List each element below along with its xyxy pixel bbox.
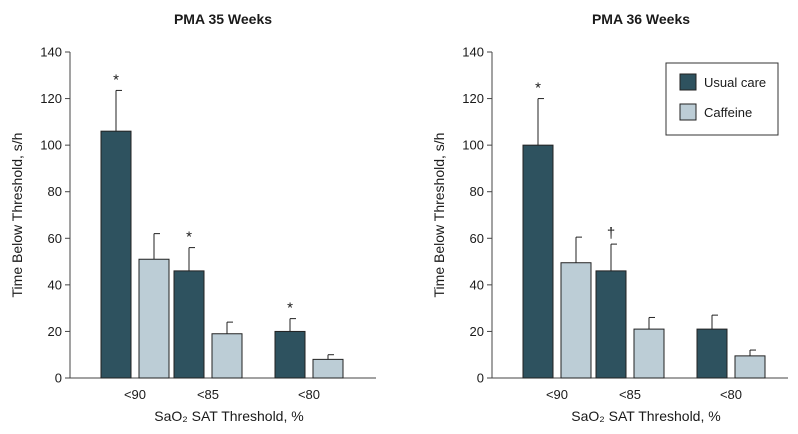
y-tick-label: 0: [55, 371, 62, 386]
y-axis-label: Time Below Threshold, s/h: [9, 133, 25, 298]
x-tick-label: <90: [546, 387, 568, 402]
bar-group-2: *: [274, 300, 344, 379]
bar-caffeine: [211, 333, 243, 379]
y-tick-label: 40: [48, 277, 62, 292]
legend-label: Caffeine: [704, 105, 752, 120]
x-tick-label: <90: [124, 387, 146, 402]
x-tick-label: <85: [197, 387, 219, 402]
x-tick-label: <80: [720, 387, 742, 402]
x-axis-label: SaO₂ SAT Threshold, %: [571, 408, 720, 424]
y-tick-label: 140: [462, 45, 484, 60]
legend-label: Usual care: [704, 75, 766, 90]
chart-panel-1: PMA 35 Weeks 0 20 40 60 80 100 120 140 Time Below…: [9, 11, 376, 424]
bar-group-0: *: [100, 71, 170, 379]
y-tick-label: 60: [470, 231, 484, 246]
bar-group-1: †: [595, 225, 665, 379]
bar-caffeine: [734, 355, 766, 379]
bar-usual-care: [522, 144, 554, 379]
y-tick-label: 0: [477, 371, 484, 386]
chart-title: PMA 35 Weeks: [174, 11, 272, 27]
legend-swatch-caffeine: [679, 103, 697, 121]
bar-caffeine: [312, 358, 344, 379]
bar-usual-care: [595, 270, 627, 379]
significance-marker: *: [535, 80, 541, 97]
bar-group-2: [696, 314, 766, 379]
y-tick-label: 80: [48, 184, 62, 199]
chart-panel-2: PMA 36 Weeks 0 20 40 60 80 100 120 140 Time Below…: [431, 11, 788, 424]
y-tick-label: 120: [40, 91, 62, 106]
bar-group-0: *: [522, 80, 592, 379]
bar-caffeine: [138, 258, 170, 379]
significance-marker: *: [186, 229, 192, 246]
y-tick-label: 100: [462, 138, 484, 153]
x-axis-label: SaO₂ SAT Threshold, %: [154, 408, 303, 424]
y-tick-label: 60: [48, 231, 62, 246]
y-tick-label: 100: [40, 138, 62, 153]
significance-marker: †: [607, 225, 615, 242]
y-tick-label: 120: [462, 91, 484, 106]
bar-usual-care: [173, 270, 205, 379]
y-tick-label: 140: [40, 45, 62, 60]
y-tick-label: 20: [470, 324, 484, 339]
y-tick-label: 80: [470, 184, 484, 199]
y-tick-label: 40: [470, 277, 484, 292]
bar-usual-care: [274, 330, 306, 379]
bar-group-1: *: [173, 229, 243, 379]
y-tick-label: 20: [48, 324, 62, 339]
bar-caffeine: [560, 262, 592, 379]
x-tick-label: <85: [619, 387, 641, 402]
chart-title: PMA 36 Weeks: [592, 11, 690, 27]
bar-caffeine: [633, 328, 665, 379]
bar-usual-care: [696, 328, 728, 379]
legend-swatch-usual-care: [679, 73, 697, 91]
y-axis-label: Time Below Threshold, s/h: [431, 133, 447, 298]
x-tick-label: <80: [298, 387, 320, 402]
legend: Usual care Caffeine: [665, 62, 779, 136]
significance-marker: *: [113, 71, 119, 88]
bar-usual-care: [100, 130, 132, 379]
significance-marker: *: [287, 300, 293, 317]
